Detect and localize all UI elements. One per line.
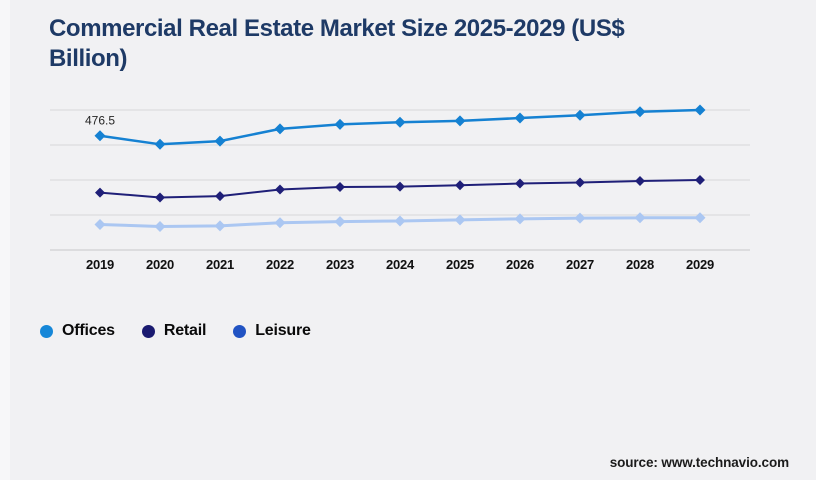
data-point-retail-2023[interactable] xyxy=(335,182,345,192)
data-point-leisure-2029[interactable] xyxy=(694,212,706,224)
data-point-leisure-2019[interactable] xyxy=(94,218,106,230)
data-point-retail-2024[interactable] xyxy=(395,181,405,192)
data-point-retail-2026[interactable] xyxy=(515,178,525,189)
x-axis-label-2021: 2021 xyxy=(206,257,234,272)
x-axis-label-2019: 2019 xyxy=(86,257,114,272)
legend-dot-retail xyxy=(141,324,155,338)
x-axis-label-2027: 2027 xyxy=(566,257,594,272)
x-axis-label-2022: 2022 xyxy=(266,257,294,272)
data-point-offices-2026[interactable] xyxy=(514,112,526,124)
data-point-retail-2020[interactable] xyxy=(155,192,165,203)
data-point-retail-2019[interactable] xyxy=(95,187,105,198)
data-point-offices-2028[interactable] xyxy=(634,106,646,118)
legend-dot-leisure xyxy=(233,324,247,338)
data-point-offices-2020[interactable] xyxy=(154,138,166,150)
data-point-offices-2019[interactable] xyxy=(94,130,106,142)
data-point-retail-2022[interactable] xyxy=(275,184,285,195)
data-point-leisure-2028[interactable] xyxy=(634,212,646,224)
legend-label: Offices xyxy=(62,322,115,339)
data-point-retail-2027[interactable] xyxy=(575,177,585,188)
legend-dot-offices xyxy=(40,324,53,338)
data-point-leisure-2020[interactable] xyxy=(154,221,166,233)
x-axis-label-2020: 2020 xyxy=(146,257,174,272)
data-point-retail-2029[interactable] xyxy=(695,175,705,185)
data-point-offices-2024[interactable] xyxy=(394,116,406,128)
data-point-leisure-2021[interactable] xyxy=(214,220,226,232)
chart-title: Commercial Real Estate Market Size 2025-… xyxy=(49,15,625,72)
legend-item-leisure[interactable]: Leisure xyxy=(233,322,311,340)
data-point-leisure-2027[interactable] xyxy=(574,212,586,224)
legend-label: Retail xyxy=(163,322,207,339)
data-point-retail-2021[interactable] xyxy=(215,191,225,202)
legend-label: Leisure xyxy=(255,322,311,339)
data-point-leisure-2023[interactable] xyxy=(334,216,346,228)
data-point-leisure-2024[interactable] xyxy=(394,215,406,227)
x-axis-label-2029: 2029 xyxy=(686,257,714,272)
data-point-leisure-2026[interactable] xyxy=(514,213,526,225)
chart-legend: Offices Retail Leisure xyxy=(40,322,311,340)
legend-item-offices[interactable]: Offices xyxy=(40,322,115,340)
data-point-offices-2021[interactable] xyxy=(214,135,226,147)
data-point-offices-2022[interactable] xyxy=(274,123,286,135)
legend-item-retail[interactable]: Retail xyxy=(141,322,207,340)
chart-canvas[interactable]: 2019 2020 2021 2022 2023 2024 2025 2026 2027 2028… xyxy=(0,0,816,300)
data-label-offices-2019: 476.5 xyxy=(85,114,115,128)
source-attribution: source: www.technavio.com xyxy=(609,455,789,470)
data-point-offices-2027[interactable] xyxy=(574,109,586,121)
x-axis-label-2024: 2024 xyxy=(386,257,415,272)
data-point-retail-2025[interactable] xyxy=(455,180,465,191)
data-point-offices-2025[interactable] xyxy=(454,115,466,127)
x-axis-label-2026: 2026 xyxy=(506,257,534,272)
x-axis-label-2023: 2023 xyxy=(326,257,354,272)
x-axis-label-2025: 2025 xyxy=(446,257,474,272)
x-axis-label-2028: 2028 xyxy=(626,257,654,272)
data-point-retail-2028[interactable] xyxy=(635,176,645,187)
left-gutter xyxy=(0,0,10,480)
data-point-offices-2029[interactable] xyxy=(694,104,706,116)
data-point-leisure-2022[interactable] xyxy=(274,217,286,229)
data-point-leisure-2025[interactable] xyxy=(454,214,466,226)
data-point-offices-2023[interactable] xyxy=(334,118,346,130)
market-size-line-chart: 2019 2020 2021 2022 2023 2024 2025 2026 2027 2028… xyxy=(0,0,816,300)
